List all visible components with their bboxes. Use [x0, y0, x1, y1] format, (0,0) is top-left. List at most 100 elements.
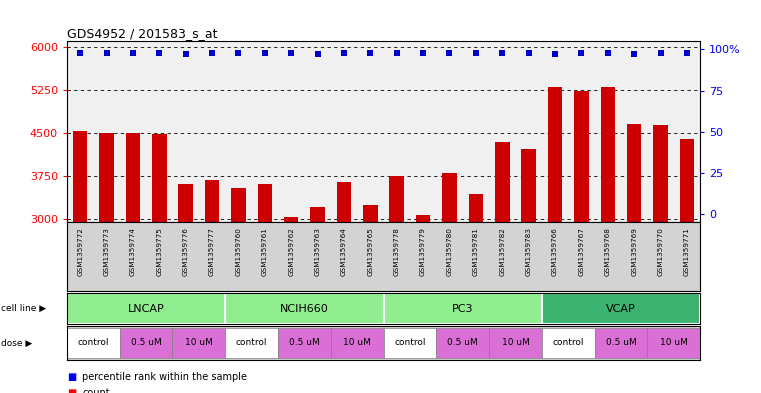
Bar	[542, 328, 594, 358]
Text: GSM1359773: GSM1359773	[103, 228, 110, 276]
Point	[285, 50, 298, 56]
Bar	[653, 125, 668, 222]
Point	[470, 50, 482, 56]
Point	[602, 50, 614, 56]
Point	[259, 50, 271, 56]
Point	[681, 50, 693, 56]
Point	[549, 51, 561, 57]
Bar	[67, 328, 119, 358]
Text: 10 uM: 10 uM	[185, 338, 213, 347]
Bar	[152, 134, 167, 222]
Text: GSM1359776: GSM1359776	[183, 228, 189, 276]
Bar	[331, 328, 384, 358]
Bar	[627, 125, 642, 222]
Bar	[384, 328, 436, 358]
Point	[338, 50, 350, 56]
Text: 0.5 uM: 0.5 uM	[447, 338, 478, 347]
Point	[311, 51, 323, 57]
Bar	[542, 293, 700, 324]
Point	[575, 50, 587, 56]
Bar	[680, 139, 694, 222]
Point	[365, 50, 377, 56]
Text: 0.5 uM: 0.5 uM	[289, 338, 320, 347]
Point	[654, 50, 667, 56]
Text: GSM1359771: GSM1359771	[684, 228, 690, 276]
Bar	[594, 328, 648, 358]
Bar	[495, 142, 510, 222]
Text: VCAP: VCAP	[606, 303, 636, 314]
Bar	[205, 180, 219, 222]
Point	[180, 51, 192, 57]
Bar	[574, 91, 589, 222]
Text: control: control	[394, 338, 425, 347]
Bar	[648, 328, 700, 358]
Bar	[390, 176, 404, 222]
Bar	[126, 133, 140, 222]
Bar	[363, 205, 377, 222]
Text: GSM1359768: GSM1359768	[605, 228, 611, 276]
Text: GSM1359769: GSM1359769	[631, 228, 637, 276]
Point	[127, 50, 139, 56]
Bar	[173, 328, 225, 358]
Text: NCIH660: NCIH660	[280, 303, 329, 314]
Text: GDS4952 / 201583_s_at: GDS4952 / 201583_s_at	[67, 27, 218, 40]
Bar	[436, 328, 489, 358]
Bar	[384, 293, 542, 324]
Text: GSM1359780: GSM1359780	[447, 228, 453, 276]
Text: 10 uM: 10 uM	[501, 338, 530, 347]
Bar	[119, 328, 173, 358]
Point	[523, 50, 535, 56]
Text: ■: ■	[67, 372, 76, 382]
Bar	[489, 328, 542, 358]
Text: control: control	[236, 338, 267, 347]
Text: 0.5 uM: 0.5 uM	[131, 338, 161, 347]
Point	[417, 50, 429, 56]
Bar	[336, 182, 352, 222]
Bar	[310, 207, 325, 222]
Text: GSM1359764: GSM1359764	[341, 228, 347, 276]
Bar	[548, 87, 562, 222]
Bar	[73, 131, 88, 222]
Text: GSM1359760: GSM1359760	[235, 228, 241, 276]
Text: dose ▶: dose ▶	[1, 338, 32, 347]
Text: percentile rank within the sample: percentile rank within the sample	[82, 372, 247, 382]
Bar	[257, 184, 272, 222]
Text: cell line ▶: cell line ▶	[1, 304, 46, 313]
Bar	[225, 328, 278, 358]
Bar	[225, 293, 384, 324]
Bar	[284, 217, 298, 222]
Point	[206, 50, 218, 56]
Text: GSM1359766: GSM1359766	[552, 228, 558, 276]
Point	[153, 50, 165, 56]
Text: 10 uM: 10 uM	[660, 338, 688, 347]
Text: GSM1359767: GSM1359767	[578, 228, 584, 276]
Text: count: count	[82, 388, 110, 393]
Bar	[178, 184, 193, 222]
Bar	[442, 173, 457, 222]
Text: GSM1359782: GSM1359782	[499, 228, 505, 276]
Text: GSM1359770: GSM1359770	[658, 228, 664, 276]
Bar	[99, 132, 114, 222]
Point	[628, 51, 640, 57]
Text: ■: ■	[67, 388, 76, 393]
Bar	[521, 149, 536, 222]
Point	[444, 50, 456, 56]
Text: 10 uM: 10 uM	[343, 338, 371, 347]
Point	[74, 50, 86, 56]
Text: 0.5 uM: 0.5 uM	[606, 338, 636, 347]
Text: GSM1359761: GSM1359761	[262, 228, 268, 276]
Text: GSM1359763: GSM1359763	[314, 228, 320, 276]
Bar	[600, 86, 615, 222]
Bar	[416, 215, 431, 222]
Bar	[278, 328, 331, 358]
Text: PC3: PC3	[452, 303, 473, 314]
Bar	[67, 293, 225, 324]
Text: LNCAP: LNCAP	[128, 303, 164, 314]
Text: GSM1359778: GSM1359778	[393, 228, 400, 276]
Text: GSM1359762: GSM1359762	[288, 228, 295, 276]
Text: GSM1359779: GSM1359779	[420, 228, 426, 276]
Point	[390, 50, 403, 56]
Text: GSM1359783: GSM1359783	[526, 228, 532, 276]
Text: GSM1359777: GSM1359777	[209, 228, 215, 276]
Text: GSM1359765: GSM1359765	[368, 228, 374, 276]
